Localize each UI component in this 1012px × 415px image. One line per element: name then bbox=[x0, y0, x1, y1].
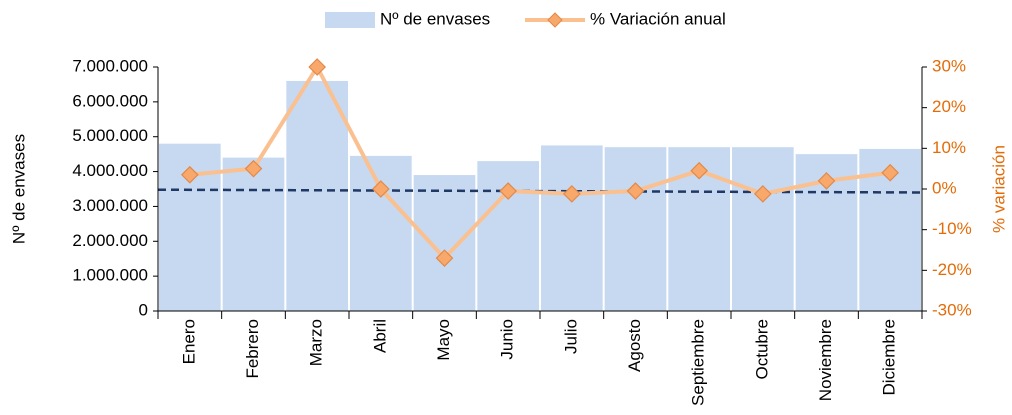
y2-tick-label: 10% bbox=[932, 138, 966, 157]
x-tick-label: Noviembre bbox=[816, 319, 835, 401]
y2-tick-label: 20% bbox=[932, 97, 966, 116]
marker bbox=[371, 180, 390, 198]
marker bbox=[244, 159, 263, 178]
marker bbox=[626, 182, 645, 200]
legend-swatch bbox=[325, 12, 375, 28]
y2-tick-label: -30% bbox=[932, 300, 972, 319]
y2-tick-label: -10% bbox=[932, 219, 972, 238]
y-tick-label: 4.000.000 bbox=[72, 161, 148, 180]
x-tick-label: Agosto bbox=[625, 319, 644, 372]
bar bbox=[350, 155, 412, 311]
y-tick-label: 5.000.000 bbox=[72, 126, 148, 145]
x-tick-label: Septiembre bbox=[689, 319, 708, 406]
bar bbox=[541, 145, 603, 311]
marker bbox=[817, 172, 836, 190]
y-tick-label: 0 bbox=[139, 300, 148, 319]
legend-label: % Variación anual bbox=[590, 9, 726, 28]
x-tick-label: Marzo bbox=[307, 319, 326, 366]
y-tick-label: 1.000.000 bbox=[72, 266, 148, 285]
y-tick-label: 2.000.000 bbox=[72, 231, 148, 250]
marker bbox=[690, 161, 709, 180]
marker bbox=[881, 163, 900, 182]
x-tick-label: Mayo bbox=[434, 319, 453, 361]
marker bbox=[180, 165, 199, 184]
x-tick-label: Diciembre bbox=[880, 319, 899, 396]
x-tick-label: Julio bbox=[561, 319, 580, 354]
marker bbox=[753, 185, 772, 203]
x-tick-label: Octubre bbox=[752, 319, 771, 379]
legend-marker bbox=[547, 12, 563, 28]
y2-tick-label: -20% bbox=[932, 260, 972, 279]
x-tick-label: Enero bbox=[179, 319, 198, 364]
y-axis-title: Nº de envases bbox=[9, 134, 28, 244]
bar bbox=[732, 147, 794, 311]
line bbox=[189, 65, 891, 261]
y-tick-label: 7.000.000 bbox=[72, 56, 148, 75]
x-tick-label: Junio bbox=[498, 319, 517, 360]
y-tick-label: 3.000.000 bbox=[72, 196, 148, 215]
marker bbox=[435, 249, 454, 267]
marker bbox=[308, 58, 327, 76]
legend-label: Nº de envases bbox=[380, 9, 490, 28]
bar bbox=[286, 80, 348, 311]
x-tick-label: Febrero bbox=[243, 319, 262, 379]
bar bbox=[604, 147, 667, 311]
y-tick-label: 6.000.000 bbox=[72, 91, 148, 110]
y2-tick-label: 0% bbox=[932, 178, 957, 197]
y2-tick-label: 30% bbox=[932, 56, 966, 75]
marker bbox=[499, 182, 518, 200]
x-tick-label: Abril bbox=[370, 319, 389, 353]
bar bbox=[413, 175, 476, 311]
marker bbox=[562, 185, 581, 203]
y2-axis-title: % variación bbox=[989, 145, 1008, 233]
bar bbox=[222, 157, 285, 311]
